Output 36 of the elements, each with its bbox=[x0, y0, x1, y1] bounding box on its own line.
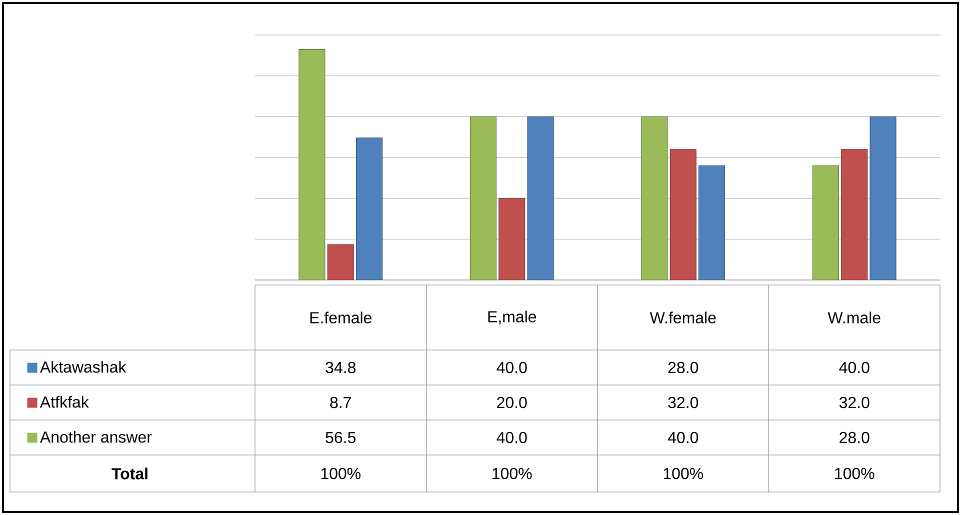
data-label: 56.5 bbox=[326, 432, 356, 444]
bar bbox=[841, 149, 868, 280]
data-label: 34.8 bbox=[326, 362, 356, 374]
data-label: 40.0 bbox=[668, 432, 698, 444]
data-label: 40.0 bbox=[496, 432, 527, 444]
bar bbox=[527, 116, 554, 280]
data-label: 32.0 bbox=[839, 396, 870, 408]
data-label: 28.0 bbox=[840, 432, 870, 444]
x-tick-label: W.female bbox=[650, 312, 716, 324]
bar bbox=[498, 198, 526, 280]
x-tick-label: W.male bbox=[828, 312, 880, 324]
bar bbox=[812, 165, 839, 280]
bar bbox=[470, 116, 496, 280]
text: 100% bbox=[835, 468, 874, 480]
bar bbox=[298, 49, 326, 280]
text: Total bbox=[112, 468, 148, 480]
legend-label: Atfkfak bbox=[40, 396, 89, 408]
legend-label: Another answer bbox=[40, 430, 152, 443]
data-label: 8.7 bbox=[330, 396, 351, 408]
bar bbox=[698, 165, 726, 280]
text: 100% bbox=[664, 468, 704, 480]
data-label: 28.0 bbox=[668, 362, 698, 374]
text: 100% bbox=[492, 468, 532, 480]
bar bbox=[356, 138, 383, 280]
data-label: 20.0 bbox=[497, 396, 527, 408]
data-label: 32.0 bbox=[668, 396, 698, 408]
bar bbox=[327, 244, 354, 280]
x-tick-label: E.female bbox=[310, 312, 372, 324]
text: 100% bbox=[321, 468, 361, 480]
bar bbox=[641, 116, 668, 280]
data-label: 40.0 bbox=[839, 362, 870, 374]
x-tick-label: E,male bbox=[488, 310, 536, 324]
bar bbox=[670, 149, 696, 280]
legend-label: Aktawashak bbox=[40, 360, 126, 373]
data-label: 40.0 bbox=[496, 362, 527, 374]
bar bbox=[870, 116, 896, 280]
